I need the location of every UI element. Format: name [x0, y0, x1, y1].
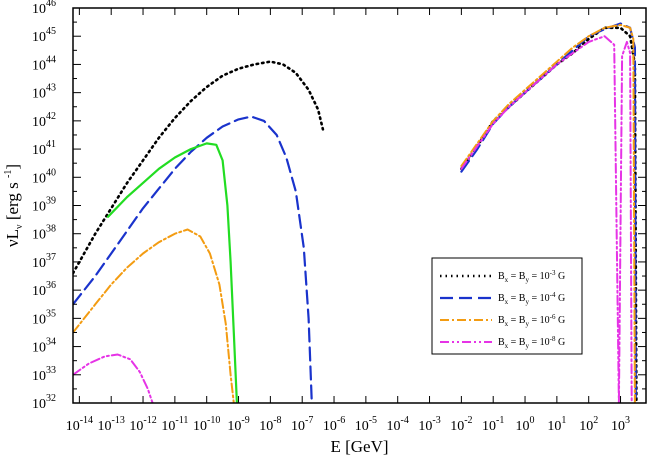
- x-tick-label: 100: [516, 415, 535, 434]
- x-tick-label: 10-9: [227, 415, 249, 434]
- legend: Bx = By = 10-3 G Bx = By = 10-4 G Bx = By …: [431, 257, 583, 355]
- y-tick-label: 1035: [32, 308, 56, 327]
- series-2-high-line: [460, 23, 636, 403]
- y-tick-label: 1038: [32, 224, 56, 243]
- x-tick-label: 10-10: [193, 415, 220, 434]
- y-tick-label: 1034: [32, 337, 56, 356]
- x-tick-label: 10-14: [66, 415, 93, 434]
- x-tick-label: 103: [611, 415, 630, 434]
- y-tick-label: 1046: [32, 0, 56, 17]
- x-tick-label: 10-2: [450, 415, 472, 434]
- series-2-low-line: [73, 228, 235, 403]
- x-tick-label: 10-1: [482, 415, 504, 434]
- x-tick-label: 102: [579, 415, 598, 434]
- series-3-high-line: [460, 35, 633, 403]
- series-0-low-line: [73, 60, 325, 275]
- y-axis: 1032 1033 1034 1035 1036 1037 1038 1039 1040 1041…: [32, 0, 646, 412]
- y-tick-label: 1043: [32, 83, 56, 102]
- y-tick-label: 1040: [32, 167, 56, 186]
- x-tick-label: 10-12: [129, 415, 156, 434]
- x-axis-label: E [GeV]: [330, 437, 388, 456]
- legend-box: [431, 257, 583, 355]
- series-layer: [73, 22, 638, 403]
- y-tick-label: 1033: [32, 365, 56, 384]
- x-tick-label: 10-3: [418, 415, 440, 434]
- y-tick-label: 1037: [32, 252, 56, 271]
- legend-entry: Bx = By = 10-6 G: [498, 313, 565, 328]
- legend-entry: Bx = By = 10-8 G: [498, 335, 565, 350]
- series-3-low-line: [73, 353, 154, 403]
- y-tick-label: 1044: [32, 54, 56, 73]
- y-tick-label: 1041: [32, 139, 56, 158]
- x-tick-label: 101: [547, 415, 566, 434]
- x-tick-label: 10-7: [291, 415, 313, 434]
- y-tick-label: 1042: [32, 111, 56, 130]
- y-tick-label: 1032: [32, 393, 56, 412]
- x-axis: 10-14 10-13 10-12 10-11 10-10 10-9 10-8 10-7 10-…: [66, 8, 630, 434]
- y-tick-label: 1036: [32, 280, 56, 299]
- x-tick-label: 10-4: [387, 415, 409, 434]
- y-axis-label: νLν [erg s -1]: [3, 164, 25, 247]
- legend-entry: Bx = By = 10-4 G: [498, 291, 565, 306]
- x-tick-label: 10-11: [161, 415, 188, 434]
- x-tick-label: 10-5: [355, 415, 377, 434]
- x-tick-label: 10-13: [98, 415, 125, 434]
- x-tick-label: 10-8: [259, 415, 281, 434]
- series-1-low-line: [73, 115, 313, 403]
- series-4-low-line: [106, 142, 238, 403]
- y-tick-label: 1039: [32, 196, 56, 215]
- x-tick-label: 10-6: [323, 415, 345, 434]
- legend-entry: Bx = By = 10-3 G: [498, 269, 565, 284]
- y-tick-label: 1045: [32, 26, 56, 45]
